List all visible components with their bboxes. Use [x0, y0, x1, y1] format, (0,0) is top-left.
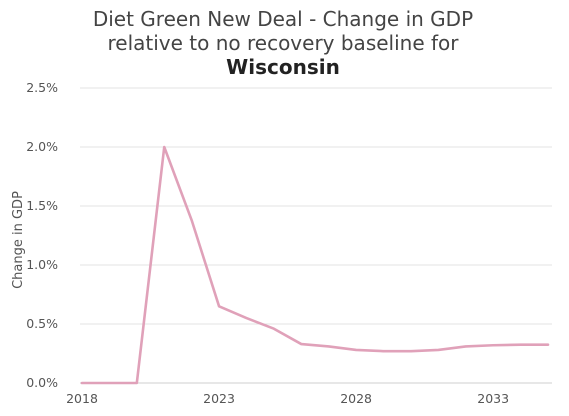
x-tick-label: 2023 — [203, 391, 235, 406]
y-tick-label: 2.5% — [26, 80, 58, 95]
y-tick-label: 2.0% — [26, 139, 58, 154]
y-tick-label: 1.5% — [26, 198, 58, 213]
y-axis-ticks: 0.0% 0.5% 1.0% 1.5% 2.0% 2.5% — [26, 80, 58, 390]
x-tick-label: 2018 — [66, 391, 98, 406]
x-tick-label: 2028 — [340, 391, 372, 406]
x-axis-ticks: 2018 2023 2028 2033 — [66, 391, 509, 406]
y-tick-label: 0.5% — [26, 316, 58, 331]
chart-title-line-2: relative to no recovery baseline for — [107, 31, 459, 55]
x-tick-label: 2033 — [477, 391, 509, 406]
y-axis-label: Change in GDP — [11, 191, 26, 289]
chart-title: Diet Green New Deal - Change in GDP rela… — [93, 7, 473, 79]
grid — [80, 87, 552, 384]
chart-title-emphasis: Wisconsin — [226, 55, 340, 79]
y-tick-label: 1.0% — [26, 257, 58, 272]
series-group — [80, 145, 550, 385]
series-line — [80, 145, 550, 385]
y-tick-label: 0.0% — [26, 375, 58, 390]
chart-title-line-1: Diet Green New Deal - Change in GDP — [93, 7, 473, 31]
